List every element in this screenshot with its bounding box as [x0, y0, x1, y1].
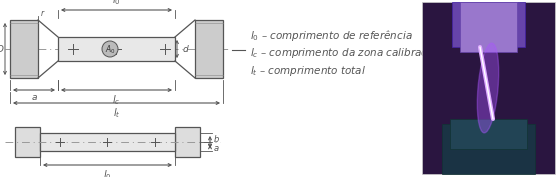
- Text: d: d: [183, 44, 189, 53]
- Bar: [452, 2, 525, 47]
- Text: $l_0$ – comprimento de referência: $l_0$ – comprimento de referência: [250, 28, 413, 43]
- Text: $l_0$: $l_0$: [112, 0, 121, 7]
- Text: $l_t$ – comprimento total: $l_t$ – comprimento total: [250, 64, 366, 78]
- Circle shape: [102, 41, 118, 57]
- Text: b: b: [214, 135, 220, 144]
- Bar: [15, 127, 40, 157]
- Bar: [40, 133, 175, 151]
- Text: $A_0$: $A_0$: [105, 44, 115, 56]
- Text: D: D: [0, 44, 3, 53]
- Bar: [58, 37, 175, 61]
- Text: $l_c$: $l_c$: [113, 93, 120, 107]
- Bar: [460, 2, 517, 52]
- Text: $l_t$: $l_t$: [113, 106, 120, 120]
- Ellipse shape: [477, 43, 499, 133]
- Text: r: r: [41, 9, 44, 18]
- Bar: [422, 2, 555, 174]
- Bar: [10, 20, 38, 78]
- Bar: [175, 127, 200, 157]
- Bar: [450, 119, 527, 149]
- Bar: [195, 20, 223, 78]
- Text: a: a: [214, 144, 219, 153]
- Text: $l_c$ – comprimento da zona calibrada: $l_c$ – comprimento da zona calibrada: [250, 46, 435, 60]
- Text: a: a: [31, 93, 37, 102]
- Text: $l_0$: $l_0$: [103, 168, 112, 177]
- Bar: [442, 124, 535, 174]
